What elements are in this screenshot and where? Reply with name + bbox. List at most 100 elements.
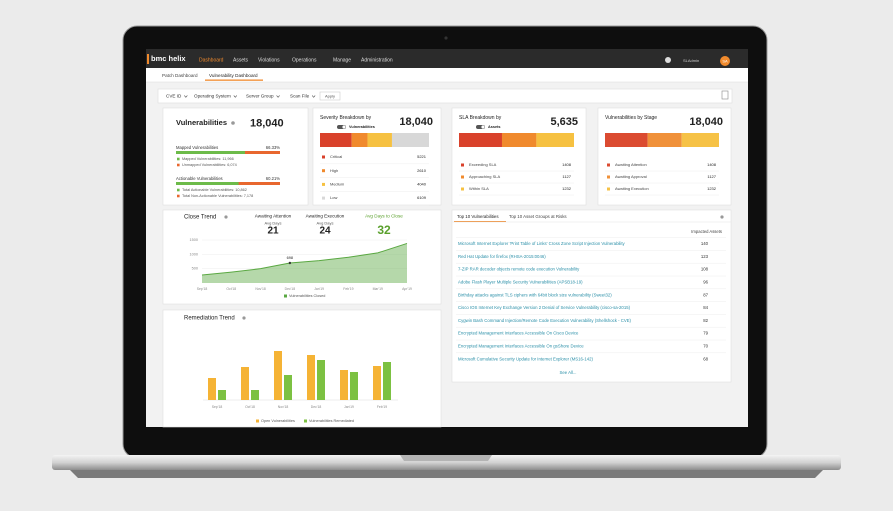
stat-value: 24 (319, 226, 331, 237)
group-item: Mapped Vulnerabilities: 11,966 (182, 157, 234, 161)
vulnerability-link[interactable]: Birthday attacks against TLS ciphers wit… (458, 292, 612, 297)
vulnerability-link[interactable]: Microsoft Internet Explorer 'Print Table… (458, 241, 626, 246)
bar (350, 372, 358, 400)
row-value: 6109 (417, 195, 427, 200)
vulnerability-link[interactable]: Encrypted Management Interfaces Accessib… (458, 344, 584, 349)
vulnerability-link[interactable]: Cygwin Bash Command Injection/Remote Cod… (458, 318, 632, 323)
group-item: Unmapped Vulnerabilities: 6,074 (182, 163, 237, 167)
row-label: Within SLA (469, 186, 489, 191)
filter-dropdown[interactable]: Scan File (290, 94, 310, 99)
table-tab[interactable]: Top 10 Asset Groups at Risks (509, 214, 567, 219)
bar (373, 366, 381, 400)
table-tab[interactable]: Top 10 Vulnerabilities (457, 214, 499, 219)
row-label: Approaching SLA (469, 174, 500, 179)
card-title: Vulnerabilities by Stage (605, 115, 657, 121)
x-tick-label: Mar'19 (373, 287, 383, 291)
active-tab-underline (205, 79, 263, 81)
stat-label: Awaiting Execution (306, 214, 345, 219)
card-title: Vulnerabilities (176, 118, 227, 127)
stacked-segment (391, 133, 429, 147)
card (162, 309, 442, 428)
row-label: Medium (330, 181, 345, 186)
card-title: Close Trend (184, 215, 216, 221)
avatar[interactable] (720, 56, 730, 66)
filter-bar (157, 88, 733, 104)
apply-button-label[interactable]: Apply (325, 93, 335, 98)
nav-link[interactable]: Violations (258, 57, 280, 63)
stacked-segment (605, 133, 648, 147)
vulnerability-link[interactable]: Encrypted Management Interfaces Accessib… (458, 331, 579, 336)
group-item: Total Non-Actionable Vulnerabilities: 7,… (182, 194, 253, 198)
x-tick-label: Nov'18 (278, 405, 289, 409)
filter-dropdown[interactable]: Server Group (246, 94, 274, 99)
column-header: Impacted Assets (691, 229, 722, 234)
progress-bar (176, 151, 245, 154)
row-value: 1127 (562, 174, 571, 179)
logo-accent (147, 54, 149, 64)
row-value: 1408 (562, 162, 572, 167)
row-label: Critical (330, 154, 342, 159)
row-label: Awaiting Execution (615, 186, 649, 191)
y-tick-label: 1500 (190, 238, 198, 242)
card (451, 107, 587, 206)
nav-link[interactable]: Operations (292, 57, 317, 63)
row-value: 2610 (417, 168, 427, 173)
legend-swatch (256, 419, 259, 423)
active-tab-underline (454, 221, 506, 222)
tab[interactable]: Vulnerability Dashboard (209, 73, 258, 78)
export-icon (721, 90, 729, 100)
vulnerability-link[interactable]: Cisco IOS Internet Key Exchange Version … (458, 305, 631, 310)
bar (208, 378, 216, 400)
legend-swatch (177, 163, 180, 167)
filter-dropdown[interactable]: CVE ID (166, 94, 182, 99)
vulnerability-link[interactable]: Adobe Flash Player Multiple Security Vul… (458, 280, 583, 285)
row-label: Low (330, 195, 337, 200)
card-total: 18,040 (399, 116, 433, 128)
card (162, 107, 309, 206)
bar (307, 355, 315, 400)
legend-swatch (177, 194, 180, 198)
x-tick-label: Jan'19 (314, 287, 324, 291)
nav-link[interactable]: Administration (361, 57, 393, 63)
legend-swatch (284, 294, 287, 298)
x-tick-label: Dec'18 (285, 287, 296, 291)
help-icon[interactable] (665, 57, 671, 63)
impacted-count: 70 (703, 344, 708, 349)
vulnerability-link[interactable]: 7-ZIP RAR decoder objects remote code ex… (458, 267, 580, 272)
progress-bar (176, 182, 239, 185)
legend-swatch (607, 163, 610, 167)
impacted-count: 82 (703, 318, 708, 323)
impacted-count: 96 (703, 280, 708, 285)
bar (251, 390, 259, 400)
card (597, 107, 732, 206)
x-tick-label: Feb'19 (377, 405, 387, 409)
legend-label: Open Vulnerabilities (261, 419, 295, 423)
toggle-label: Vulnerabilities (349, 125, 375, 129)
logo: bmc helix (151, 54, 186, 63)
bar (284, 375, 292, 400)
bar (241, 367, 249, 400)
stacked-segment (320, 133, 352, 147)
card-title: Remediation Trend (184, 316, 235, 322)
legend-swatch (461, 163, 464, 167)
apply-button (319, 91, 341, 101)
info-icon (242, 316, 246, 320)
toggle-knob (342, 125, 346, 129)
dropdown-chevron (276, 95, 280, 98)
vulnerability-link[interactable]: Microsoft Cumulative Security Update for… (458, 356, 593, 361)
area-fill (202, 243, 407, 283)
nav-link[interactable]: Assets (233, 57, 249, 63)
see-all-link[interactable]: See All... (560, 370, 577, 375)
toggle-label: Assets (488, 125, 500, 129)
group-percent: 66.33% (266, 145, 280, 150)
vulnerability-link[interactable]: Red Hat Update for firefox (RHSA-2015:00… (458, 254, 546, 259)
impacted-count: 123 (701, 254, 709, 259)
nav-link[interactable]: Dashboard (199, 57, 224, 63)
row-value: 1232 (562, 186, 572, 191)
tab[interactable]: Patch Dashboard (162, 73, 198, 78)
y-tick-label: 1000 (190, 252, 198, 256)
x-tick-label: Sep'18 (212, 405, 223, 409)
filter-dropdown[interactable]: Operating System (194, 94, 231, 99)
nav-link[interactable]: Manage (333, 57, 351, 63)
legend-swatch (607, 175, 610, 179)
